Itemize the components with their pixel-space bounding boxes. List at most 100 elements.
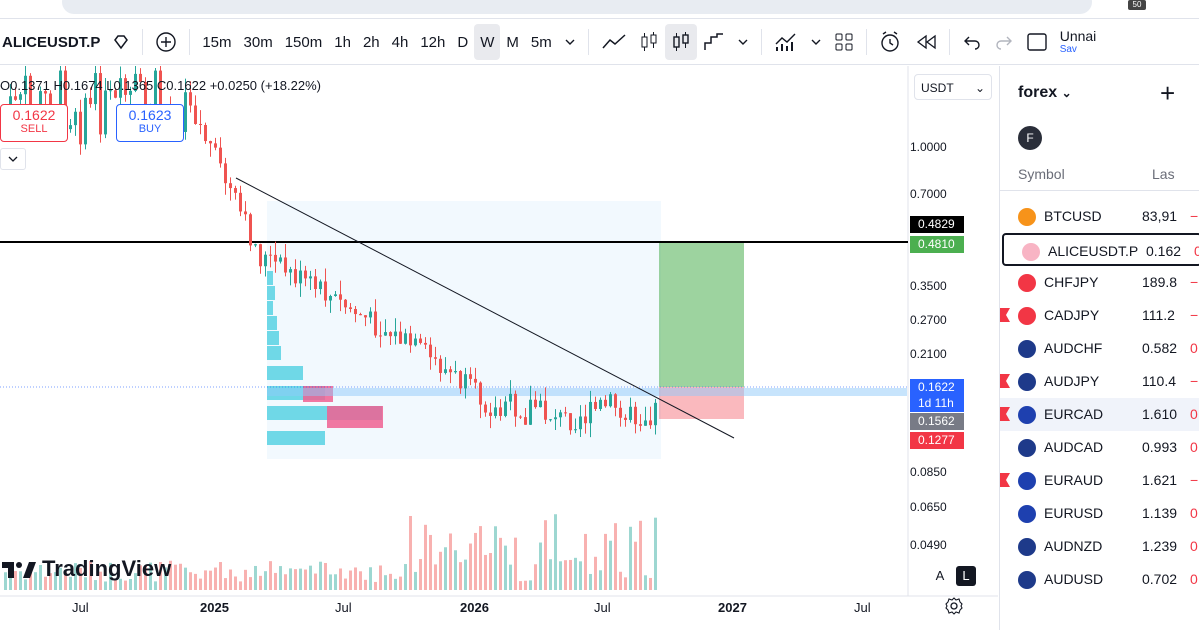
- symbol-logo-icon: [1018, 307, 1036, 325]
- volume-bar: [379, 565, 382, 590]
- log-scale-button[interactable]: L: [956, 566, 976, 586]
- chevron-down-icon[interactable]: [731, 24, 755, 60]
- candle-body: [134, 73, 137, 91]
- watchlist-row[interactable]: EURAUD 1.621−: [1000, 464, 1199, 497]
- volume-bar: [509, 564, 512, 590]
- symbol-search[interactable]: ALICEUSDT.P: [0, 24, 106, 60]
- gear-icon[interactable]: [944, 596, 964, 616]
- candle-body: [9, 96, 12, 107]
- flag-marker-icon[interactable]: [1000, 407, 1010, 421]
- interval-1h[interactable]: 1h: [334, 33, 351, 51]
- candle-body: [429, 344, 432, 358]
- interval-m[interactable]: M: [506, 33, 519, 51]
- candle-body: [609, 394, 612, 407]
- candle-body: [339, 294, 342, 300]
- volume-bar: [614, 523, 617, 590]
- flag-marker-icon[interactable]: [1000, 473, 1010, 487]
- row-symbol: AUDUSD: [1044, 571, 1104, 587]
- candle-body: [199, 123, 202, 126]
- avatar[interactable]: F: [1018, 126, 1042, 150]
- chevron-down-icon[interactable]: [558, 24, 582, 60]
- candle-body: [629, 406, 632, 420]
- volume-bar: [284, 574, 287, 590]
- candle-body: [374, 311, 377, 336]
- watchlist-row[interactable]: AUDCHF 0.582 0.: [1000, 332, 1199, 365]
- add-symbol-plus-icon[interactable]: +: [1160, 78, 1176, 108]
- undo-icon[interactable]: [956, 24, 988, 60]
- candle-body: [644, 420, 647, 426]
- interval-30m[interactable]: 30m: [243, 33, 273, 51]
- flag-marker-icon[interactable]: [1000, 374, 1010, 388]
- row-change: 0.: [1190, 340, 1199, 356]
- redo-icon[interactable]: [988, 24, 1020, 60]
- hollow-candle-icon[interactable]: [664, 24, 697, 60]
- watchlist-title[interactable]: forex ⌄: [1018, 84, 1072, 101]
- watchlist-row[interactable]: AUDNZD 1.239 0.: [1000, 530, 1199, 563]
- candle-body: [94, 73, 97, 105]
- sell-button[interactable]: 0.1622 SELL: [0, 104, 68, 142]
- volume-bar: [629, 526, 632, 590]
- interval-15m[interactable]: 15m: [202, 33, 232, 51]
- auto-scale-button[interactable]: A: [935, 568, 945, 583]
- alert-clock-icon[interactable]: [873, 24, 909, 60]
- candle-body: [144, 82, 147, 109]
- sell-label: SELL: [20, 123, 48, 135]
- row-last: 1.239: [1142, 538, 1178, 554]
- interval-d[interactable]: D: [457, 33, 469, 51]
- volume-bar: [249, 577, 252, 590]
- candle-body: [514, 393, 517, 417]
- diamond-icon[interactable]: [106, 24, 136, 60]
- candle-body: [324, 281, 327, 301]
- watchlist-row[interactable]: AUDJPY 110.4−: [1000, 365, 1199, 398]
- row-last: 1.139: [1142, 505, 1178, 521]
- watchlist-row[interactable]: AUDCAD 0.993 0.: [1000, 431, 1199, 464]
- indicators-icon[interactable]: [768, 24, 804, 60]
- candle-body: [209, 141, 212, 144]
- price-chart[interactable]: [0, 66, 998, 630]
- candle-chart-icon[interactable]: [633, 24, 665, 60]
- collapse-chevron-icon[interactable]: [0, 148, 26, 170]
- watchlist-row[interactable]: ALICEUSDT.P 0.162 0.: [1002, 233, 1199, 266]
- row-symbol: BTCUSD: [1044, 208, 1102, 224]
- candle-body: [89, 97, 92, 105]
- row-last: 83,91: [1142, 208, 1178, 224]
- watchlist-row[interactable]: AUDUSD 0.702 0.: [1000, 563, 1199, 596]
- layout-grid-icon[interactable]: [828, 24, 860, 60]
- watchlist-row[interactable]: BTCUSD 83,91−: [1000, 200, 1199, 233]
- interval-12h[interactable]: 12h: [420, 33, 446, 51]
- line-chart-icon[interactable]: [595, 24, 633, 60]
- volume-bar: [4, 572, 7, 590]
- chart-pane[interactable]: O0.1371 H0.1674 L0.1365 C0.1622 +0.0250 …: [0, 66, 998, 630]
- add-symbol-icon[interactable]: [149, 24, 183, 60]
- watchlist-row[interactable]: EURCAD 1.610 0.: [1000, 398, 1199, 431]
- volume-bar: [29, 569, 32, 590]
- volume-bar: [204, 570, 207, 590]
- interval-2h[interactable]: 2h: [362, 33, 380, 51]
- candle-body: [459, 371, 462, 389]
- volume-bar: [639, 520, 642, 590]
- address-bar[interactable]: [62, 0, 1092, 14]
- symbol-logo-icon: [1018, 340, 1036, 358]
- fullscreen-icon[interactable]: [1020, 24, 1054, 60]
- interval-4h[interactable]: 4h: [391, 33, 409, 51]
- flag-marker-icon[interactable]: [1000, 308, 1010, 322]
- interval-150m[interactable]: 150m: [284, 33, 323, 51]
- chevron-down-icon[interactable]: [804, 24, 828, 60]
- candle-body: [604, 399, 607, 407]
- time-label: Jul: [335, 600, 352, 615]
- watchlist-row[interactable]: CHFJPY 189.8−: [1000, 266, 1199, 299]
- interval-5m[interactable]: 5m: [530, 33, 552, 51]
- step-line-icon[interactable]: [697, 24, 731, 60]
- col-symbol[interactable]: Symbol: [1018, 166, 1065, 182]
- volume-bar: [179, 563, 182, 590]
- buy-button[interactable]: 0.1623 BUY: [116, 104, 184, 142]
- volume-profile-bar: [267, 286, 275, 300]
- candle-body: [159, 70, 162, 111]
- replay-icon[interactable]: [909, 24, 943, 60]
- layout-name-button[interactable]: Unnai Sav: [1054, 24, 1103, 60]
- watchlist-row[interactable]: CADJPY 111.2−: [1000, 299, 1199, 332]
- currency-select[interactable]: USDT ⌄: [914, 74, 992, 100]
- col-last[interactable]: Las: [1152, 166, 1175, 182]
- interval-w[interactable]: W: [474, 24, 501, 60]
- watchlist-row[interactable]: EURUSD 1.139 0.: [1000, 497, 1199, 530]
